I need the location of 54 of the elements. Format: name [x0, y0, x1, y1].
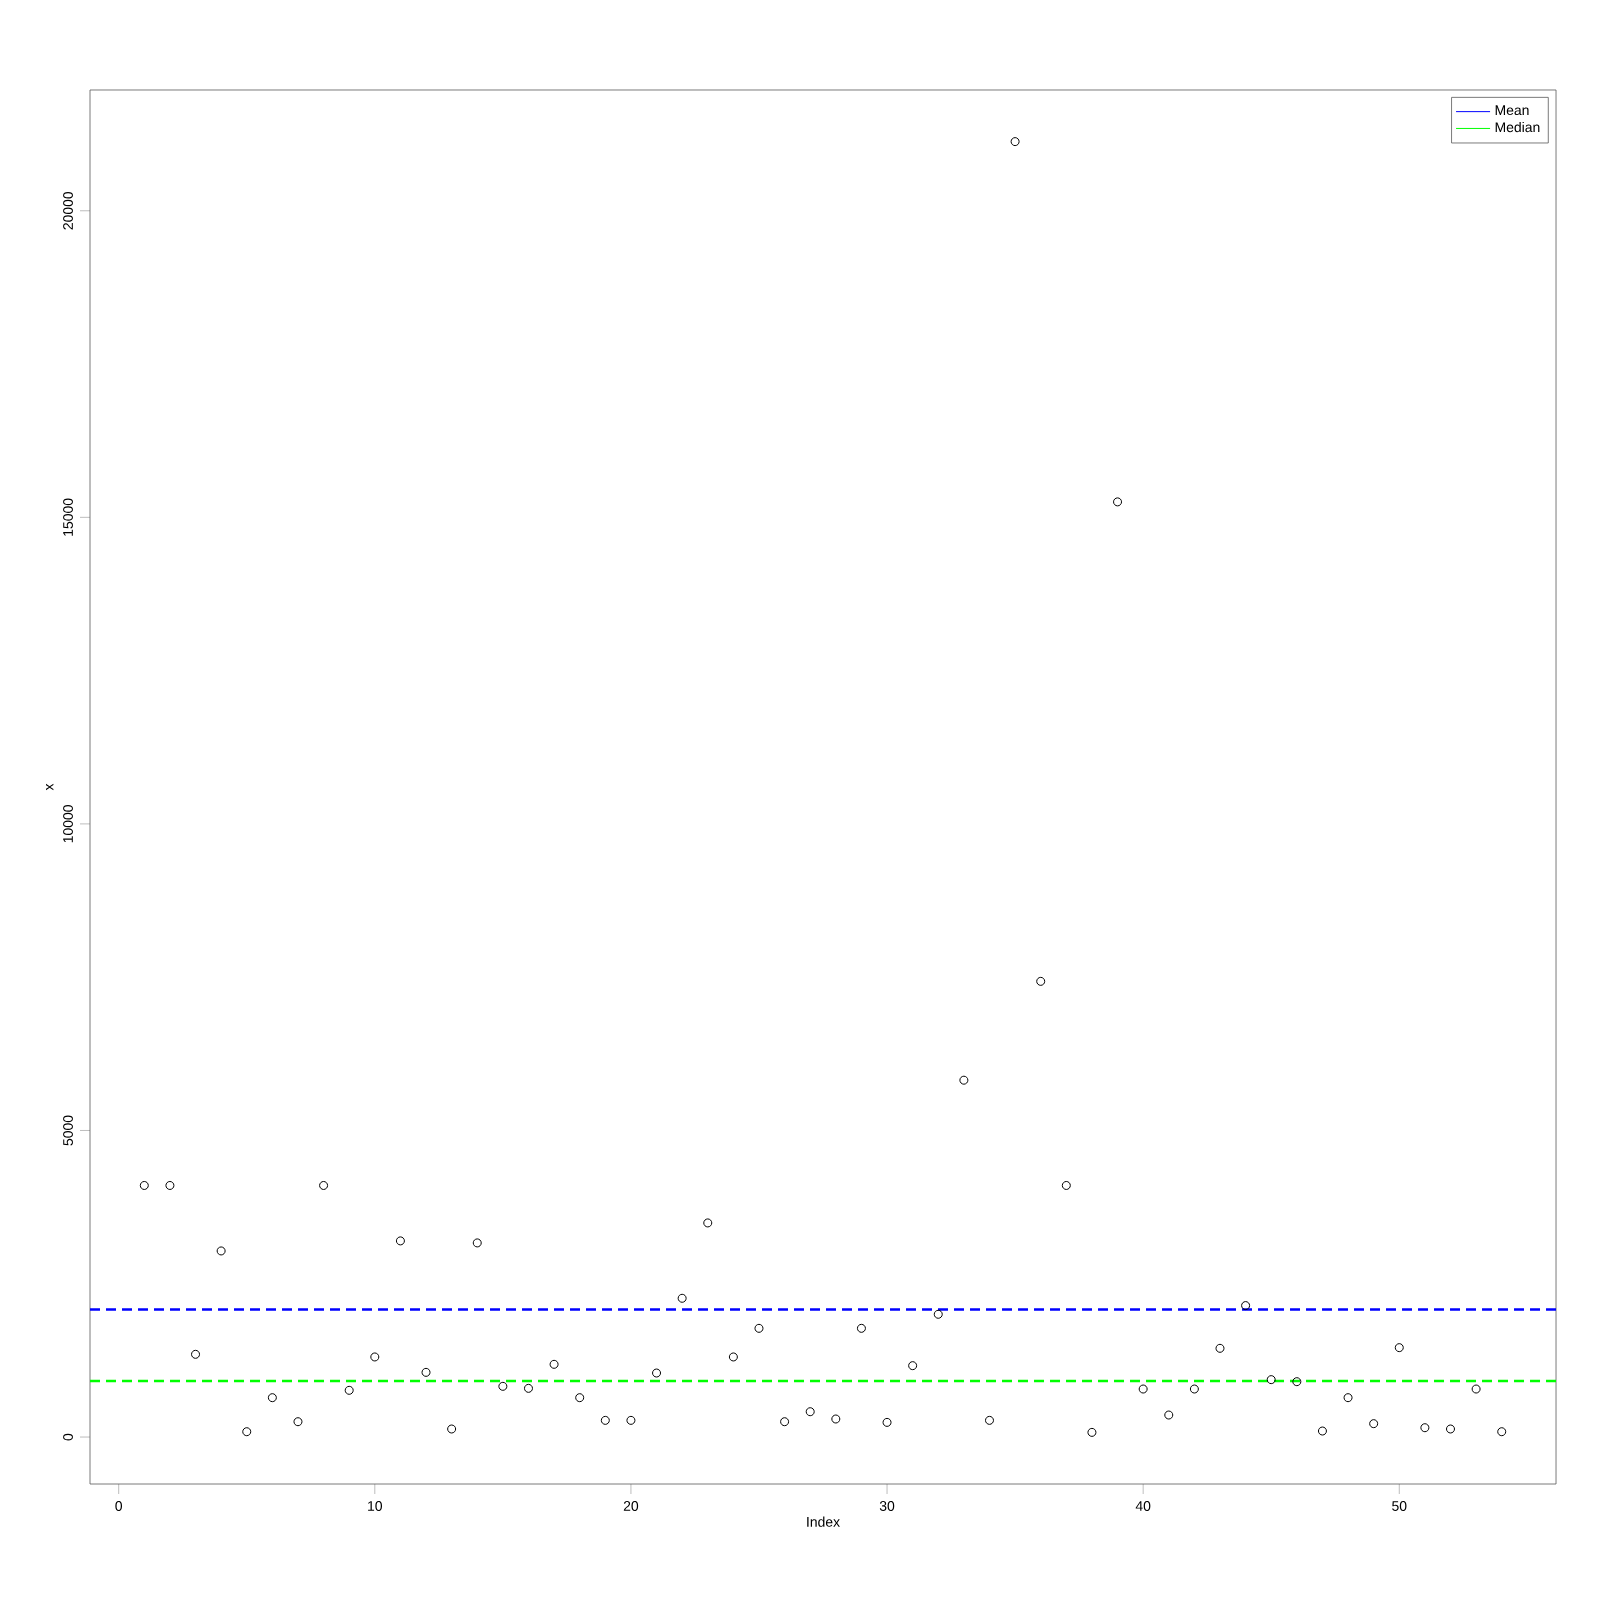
point — [267, 1393, 277, 1403]
point — [1061, 1180, 1071, 1190]
point — [319, 1180, 329, 1190]
point — [447, 1424, 457, 1434]
point — [933, 1309, 943, 1319]
point — [908, 1361, 918, 1371]
point — [728, 1352, 738, 1362]
point — [242, 1427, 252, 1437]
point — [421, 1367, 431, 1377]
point — [754, 1323, 764, 1333]
point — [139, 1180, 149, 1190]
point — [626, 1415, 636, 1425]
point — [1215, 1343, 1225, 1353]
point — [1164, 1410, 1174, 1420]
point — [600, 1415, 610, 1425]
point — [1317, 1426, 1327, 1436]
point — [1343, 1393, 1353, 1403]
point — [1087, 1427, 1097, 1437]
point — [1420, 1423, 1430, 1433]
point — [856, 1323, 866, 1333]
point — [1369, 1419, 1379, 1429]
point — [831, 1414, 841, 1424]
point — [1241, 1301, 1251, 1311]
point — [1010, 137, 1020, 147]
point — [293, 1417, 303, 1427]
point — [1036, 976, 1046, 986]
point — [1266, 1375, 1276, 1385]
point — [549, 1359, 559, 1369]
point — [1138, 1384, 1148, 1394]
point — [1292, 1377, 1302, 1387]
point — [805, 1407, 815, 1417]
point — [780, 1417, 790, 1427]
point — [472, 1238, 482, 1248]
point — [1471, 1384, 1481, 1394]
point — [344, 1385, 354, 1395]
point — [1497, 1427, 1507, 1437]
point — [677, 1293, 687, 1303]
point — [575, 1393, 585, 1403]
point — [1189, 1384, 1199, 1394]
point — [523, 1383, 533, 1393]
point — [882, 1417, 892, 1427]
point — [191, 1349, 201, 1359]
point — [1113, 497, 1123, 507]
point — [959, 1075, 969, 1085]
point — [165, 1180, 175, 1190]
point — [498, 1381, 508, 1391]
point — [652, 1368, 662, 1378]
point — [984, 1415, 994, 1425]
point — [216, 1246, 226, 1256]
point — [1394, 1343, 1404, 1353]
point — [370, 1352, 380, 1362]
point — [1445, 1424, 1455, 1434]
point — [395, 1236, 405, 1246]
point — [703, 1218, 713, 1228]
